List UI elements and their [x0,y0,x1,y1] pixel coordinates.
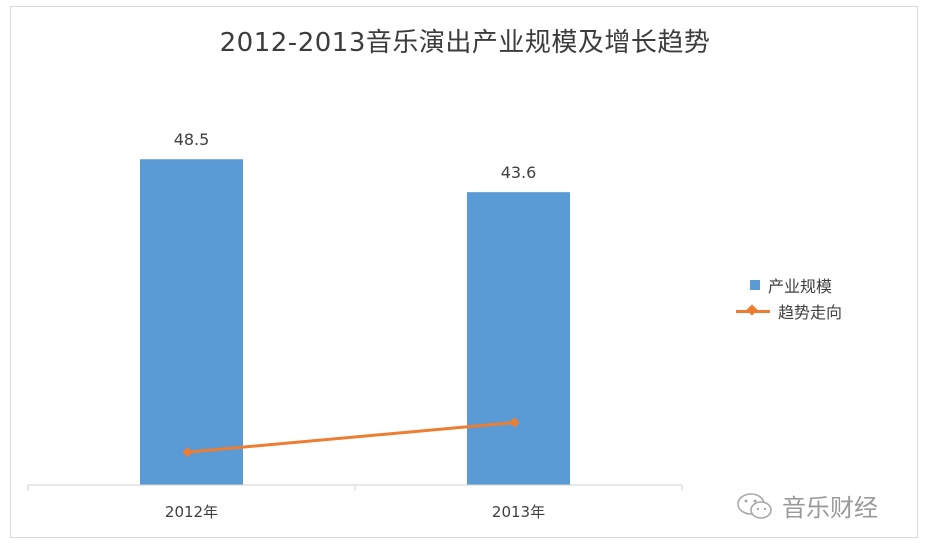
legend-label-line: 趋势走向 [778,303,843,322]
x-tick-label-2013年: 2013年 [492,503,545,521]
trend-line [187,421,515,454]
trend-marker-2013年 [509,417,520,428]
legend: 产业规模 趋势走向 [736,272,842,324]
bar-2012年 [140,159,243,485]
watermark: 音乐财经 [736,488,878,523]
trend-marker-2012年 [182,447,193,458]
data-label-2012年: 48.5 [174,130,210,149]
watermark-text: 音乐财经 [782,494,878,522]
legend-swatch-bar [750,280,760,290]
legend-label-bar: 产业规模 [768,277,833,296]
legend-line-marker [736,304,770,317]
chart-title: 2012-2013音乐演出产业规模及增长趋势 [219,28,711,58]
wechat-icon [737,492,772,519]
data-label-2013年: 43.6 [501,163,537,182]
legend-item-bar: 产业规模 [736,272,842,298]
bar-2013年 [467,192,570,486]
x-tick-label-2012年: 2012年 [165,503,218,521]
legend-item-line: 趋势走向 [736,298,842,324]
